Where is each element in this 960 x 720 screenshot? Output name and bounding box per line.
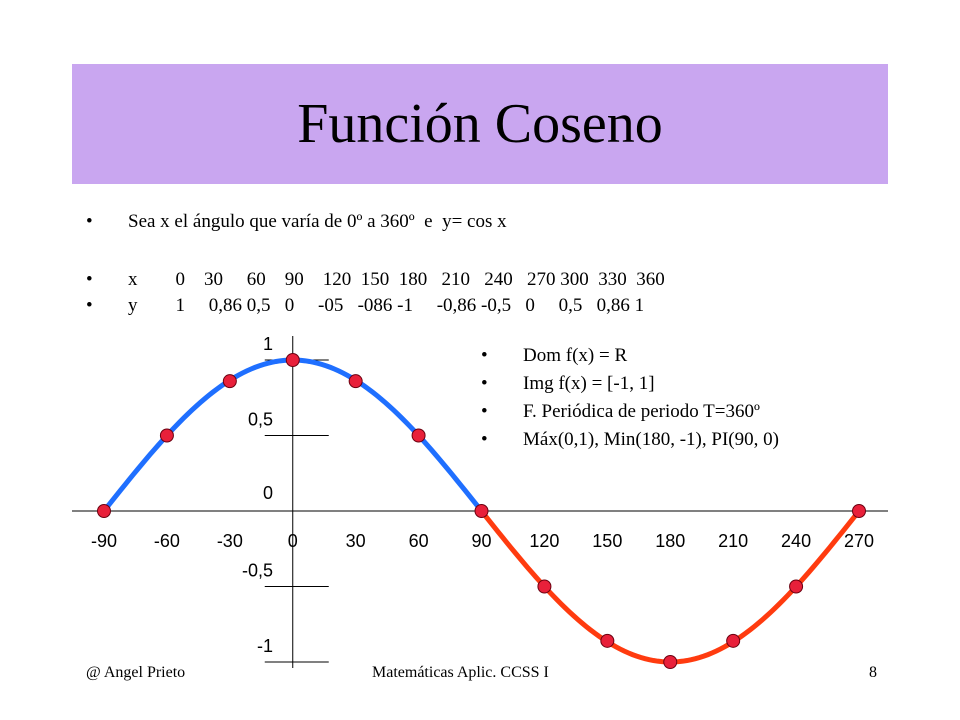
data-point: [222, 374, 237, 389]
intro-list: Sea x el ángulo que varía de 0º a 360º e…: [86, 209, 507, 235]
data-point: [600, 633, 615, 648]
data-point: [789, 579, 804, 594]
value-table: x 0 30 60 90 120 150 180 210 240 270 300…: [86, 267, 665, 319]
y-values-row: y 1 0,86 0,5 0 -05 -086 -1 -0,86 -0,5 0 …: [86, 293, 665, 319]
property-period: F. Periódica de periodo T=360º: [481, 398, 779, 426]
data-point: [474, 504, 489, 518]
x-tick-label: 180: [655, 531, 685, 551]
intro-bullet: Sea x el ángulo que varía de 0º a 360º e…: [86, 209, 507, 235]
properties-list: Dom f(x) = R Img f(x) = [-1, 1] F. Perió…: [481, 342, 779, 454]
data-point: [663, 655, 678, 669]
x-values-row: x 0 30 60 90 120 150 180 210 240 270 300…: [86, 267, 665, 293]
x-tick-label: -90: [91, 531, 117, 551]
footer-course: Matemáticas Aplic. CCSS I: [372, 664, 549, 681]
x-tick-label: 210: [718, 531, 748, 551]
data-point: [348, 374, 363, 389]
data-point: [411, 428, 426, 443]
y-tick-label: 0,5: [248, 410, 273, 430]
x-tick-label: 270: [844, 531, 874, 551]
x-tick-label: 0: [288, 531, 298, 551]
property-domain: Dom f(x) = R: [481, 342, 779, 370]
data-point: [537, 579, 552, 594]
footer-page-number: 8: [869, 664, 877, 681]
property-image: Img f(x) = [-1, 1]: [481, 370, 779, 398]
x-tick-label: 120: [529, 531, 559, 551]
data-point: [159, 428, 174, 443]
x-tick-label: 90: [471, 531, 491, 551]
y-tick-label: -1: [257, 636, 273, 656]
y-tick-label: -0,5: [242, 561, 273, 581]
data-point: [852, 504, 866, 518]
data-point: [97, 504, 111, 518]
x-tick-label: -60: [154, 531, 180, 551]
x-tick-label: 240: [781, 531, 811, 551]
x-tick-label: 150: [592, 531, 622, 551]
footer-author: @ Angel Prieto: [86, 664, 186, 681]
data-point: [285, 353, 300, 367]
property-extrema: Máx(0,1), Min(180, -1), PI(90, 0): [481, 426, 779, 454]
slide-title: Función Coseno: [297, 93, 663, 155]
y-tick-label: 0: [263, 483, 273, 503]
x-tick-label: 60: [409, 531, 429, 551]
data-point: [726, 633, 741, 648]
title-banner: Función Coseno: [72, 64, 888, 184]
x-tick-label: -30: [217, 531, 243, 551]
y-tick-label: 1: [263, 334, 273, 354]
x-tick-label: 30: [346, 531, 366, 551]
